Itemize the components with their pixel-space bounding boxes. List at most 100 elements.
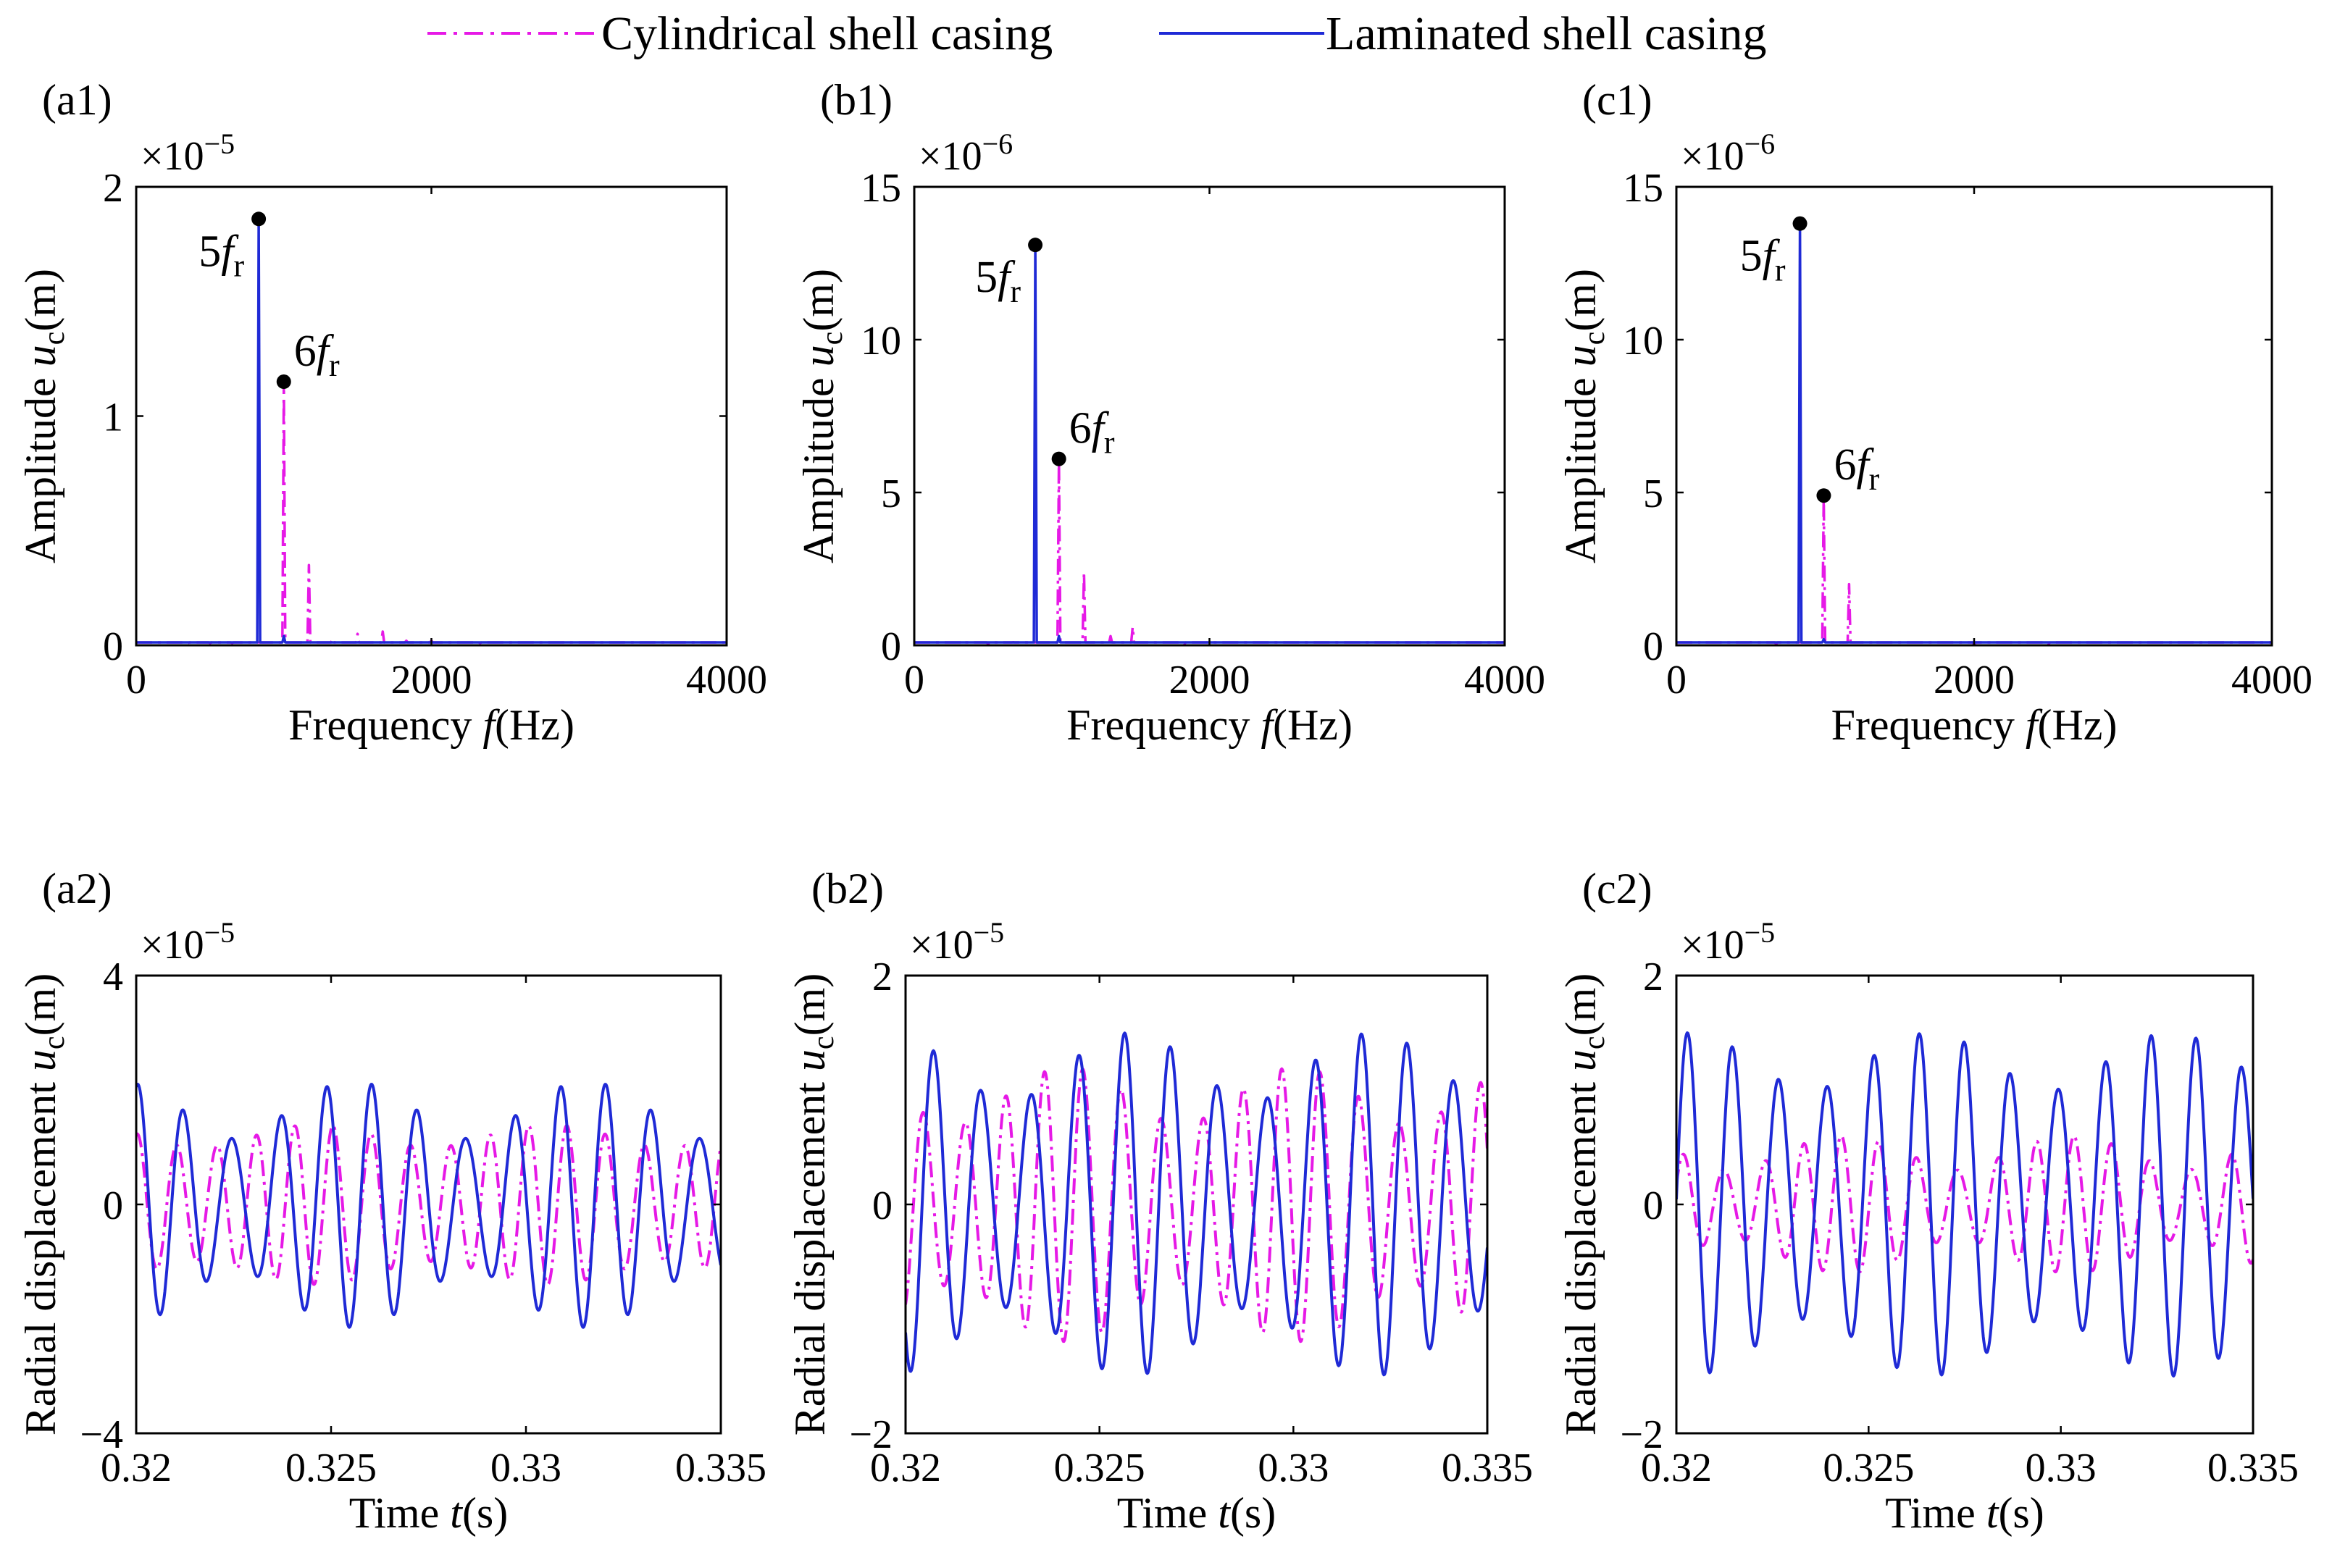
y-tick-label: 2 [103,166,123,211]
x-tick-label: 0.335 [2207,1446,2299,1491]
plot-area-b2 [906,1031,1487,1377]
y-tick-label: 0 [1643,624,1663,669]
plot-area-b1 [914,243,1505,645]
y-multiplier: ×10−5 [141,127,235,179]
series-cylindrical-a2 [136,1123,721,1286]
series-cylindrical-a1 [136,380,727,645]
panel-c2: 0.32 0.325 0.33 0.335 −2 0 2 ×10−5 (c2) Time t(s)… [1557,865,2299,1537]
y-tick-label: 0 [103,624,123,669]
y-multiplier: ×10−5 [141,916,235,968]
y-multiplier: ×10−5 [1681,916,1775,968]
x-axis-label: Time t(s) [1885,1489,2044,1537]
peak-marker [276,374,291,390]
peak-label: 5fr [975,253,1021,309]
peak-label: 6fr [294,327,340,383]
x-tick-label: 0.335 [1442,1446,1533,1491]
legend: Cylindrical shell casing Laminated shell … [427,7,1766,60]
panel-b1: 0 2000 4000 0 5 10 15 ×10−6 (b1) Frequency f(Hz) A… [795,76,1545,749]
x-tick-label: 0.32 [870,1446,941,1491]
x-tick-label: 2000 [391,658,472,703]
x-tick-label: 0 [904,658,924,703]
peak-marker [1816,488,1831,503]
panel-label: (a1) [42,76,112,124]
x-axis-label: Frequency f(Hz) [1831,701,2118,749]
series-laminated-a1 [136,217,727,644]
legend-label-cylindrical: Cylindrical shell casing [601,7,1053,60]
plot-area-a1 [136,217,727,645]
y-tick-label: 2 [1643,955,1663,999]
x-tick-label: 0.325 [1054,1446,1145,1491]
y-axis-label: Radial displacement uc(m) [17,973,71,1435]
y-axis-label: Radial displacement uc(m) [786,973,840,1435]
y-tick-label: −4 [80,1412,123,1457]
peak-label: 5fr [1740,232,1786,288]
series-laminated-b1 [914,243,1505,644]
series-laminated-c1 [1676,222,2272,644]
series-cylindrical-b1 [914,457,1505,645]
panel-a2: 0.32 0.325 0.33 0.335 −4 0 4 ×10−5 (a2) Time t(s)… [17,865,766,1537]
series-cylindrical-c1 [1676,494,2272,645]
peak-marker [1028,238,1043,253]
plot-area-c1 [1676,222,2272,645]
y-tick-label: 0 [872,1183,893,1228]
panel-label: (c2) [1582,865,1652,913]
legend-label-laminated: Laminated shell casing [1326,7,1766,60]
y-tick-label: 15 [861,166,901,211]
series-laminated-c2 [1676,1031,2253,1378]
x-tick-label: 4000 [2231,658,2312,703]
y-tick-label: 0 [881,624,901,669]
y-axis-label: Amplitude uc(m) [795,269,849,563]
x-tick-label: 4000 [1464,658,1545,703]
panel-label: (c1) [1582,76,1652,124]
y-tick-label: −2 [849,1412,893,1457]
series-laminated-a2 [136,1083,721,1329]
peak-label: 6fr [1069,404,1115,461]
series-cylindrical-c2 [1676,1134,2253,1274]
plot-area-c2 [1676,1031,2253,1378]
y-tick-label: 15 [1623,166,1663,211]
panel-c1: 0 2000 4000 0 5 10 15 ×10−6 (c1) Frequency f(Hz) A… [1557,76,2312,749]
x-tick-label: 0 [1666,658,1687,703]
y-tick-label: 5 [881,471,901,516]
x-tick-label: 0.32 [1641,1446,1712,1491]
y-tick-label: 1 [103,395,123,440]
y-tick-label: 4 [103,955,123,999]
x-axis-label: Time t(s) [349,1489,509,1537]
series-cylindrical-b2 [906,1067,1487,1343]
x-tick-label: 2000 [1169,658,1250,703]
series-laminated-b2 [906,1031,1487,1377]
y-multiplier: ×10−6 [919,127,1013,179]
y-axis-label: Radial displacement uc(m) [1557,973,1611,1435]
x-axis-label: Frequency f(Hz) [1066,701,1353,749]
y-tick-label: 5 [1643,471,1663,516]
x-tick-label: 0.33 [2026,1446,2097,1491]
x-tick-label: 0.335 [675,1446,766,1491]
x-tick-label: 2000 [1934,658,2015,703]
y-axis-label: Amplitude uc(m) [17,269,71,563]
panel-label: (b1) [820,76,893,124]
panel-b2: 0.32 0.325 0.33 0.335 −2 0 2 ×10−5 (b2) Time t(s)… [786,865,1533,1537]
x-tick-label: 4000 [686,658,767,703]
x-tick-label: 0.32 [101,1446,172,1491]
y-axis-label: Amplitude uc(m) [1557,269,1611,563]
y-tick-label: 0 [1643,1183,1663,1228]
peak-label: 5fr [198,227,244,283]
panel-label: (a2) [42,865,112,913]
x-axis-label: Frequency f(Hz) [288,701,574,749]
peak-marker [1792,216,1807,231]
y-multiplier: ×10−6 [1681,127,1775,179]
y-tick-label: 2 [872,955,893,999]
plot-area-a2 [136,1083,721,1329]
y-tick-label: −2 [1620,1412,1663,1457]
peak-marker [1051,451,1066,466]
x-axis-label: Time t(s) [1117,1489,1276,1537]
x-tick-label: 0.33 [490,1446,561,1491]
x-tick-label: 0 [126,658,146,703]
peak-label: 6fr [1834,440,1879,497]
y-tick-label: 10 [1623,319,1663,364]
x-tick-label: 0.325 [285,1446,377,1491]
y-multiplier: ×10−5 [910,916,1004,968]
y-tick-label: 0 [103,1183,123,1228]
y-tick-label: 10 [861,319,901,364]
